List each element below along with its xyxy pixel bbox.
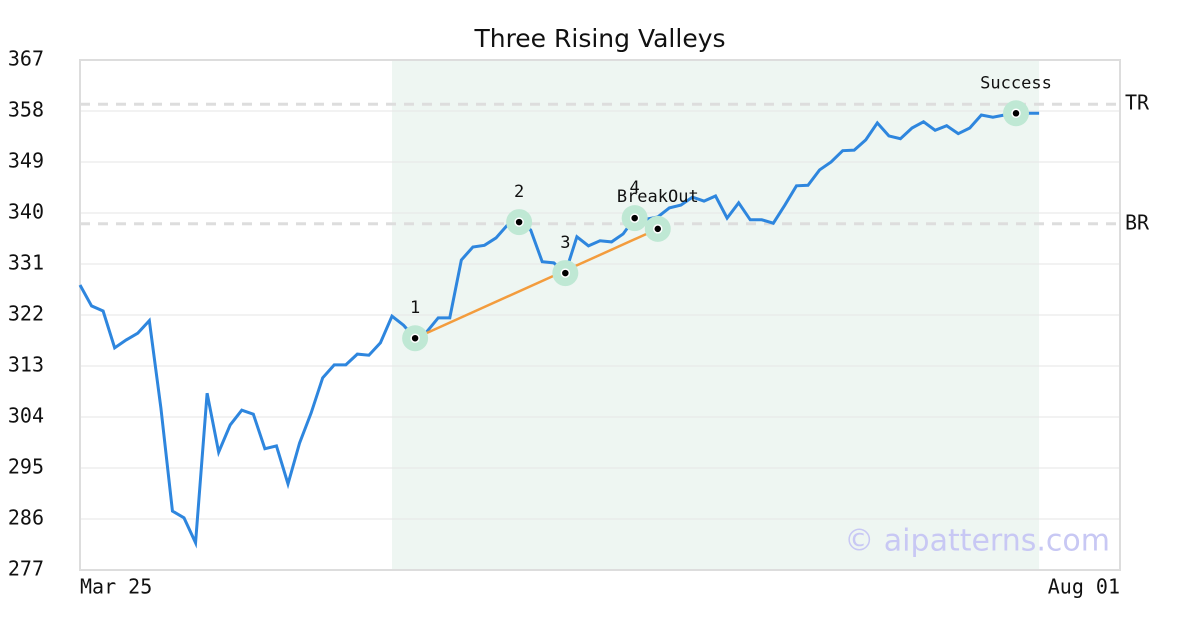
level-label: BR	[1125, 210, 1150, 234]
level-label: TR	[1125, 91, 1150, 115]
pattern-point	[1011, 108, 1021, 119]
y-tick-label: 304	[8, 404, 44, 428]
pattern-label: 4	[630, 178, 640, 198]
x-tick-label: Mar 25	[80, 575, 152, 599]
pattern-label: BreakOut	[617, 187, 699, 207]
pattern-label: 1	[410, 298, 420, 318]
pattern-label: 2	[514, 182, 524, 202]
chart-title: Three Rising Valleys	[473, 24, 725, 53]
pattern-label: 3	[560, 233, 570, 253]
y-tick-label: 313	[8, 353, 44, 377]
y-tick-label: 331	[8, 251, 44, 275]
y-tick-label: 277	[8, 557, 44, 581]
y-tick-label: 286	[8, 506, 44, 530]
y-tick-label: 340	[8, 200, 44, 224]
pattern-point	[410, 333, 420, 343]
y-tick-label: 322	[8, 302, 44, 326]
x-tick-label: Aug 01	[1048, 575, 1120, 599]
pattern-label: Success	[980, 73, 1052, 93]
pattern-point	[653, 224, 663, 234]
pattern-point	[560, 268, 571, 278]
pattern-point	[629, 213, 640, 223]
y-tick-label: 358	[8, 98, 44, 122]
plot-frame	[79, 59, 1121, 571]
y-tick-label: 295	[8, 455, 44, 479]
trendline	[414, 227, 659, 340]
pattern-point	[514, 217, 524, 227]
y-tick-label: 349	[8, 149, 44, 173]
watermark: © aipatterns.com	[844, 524, 1110, 559]
y-tick-label: 367	[8, 47, 44, 71]
